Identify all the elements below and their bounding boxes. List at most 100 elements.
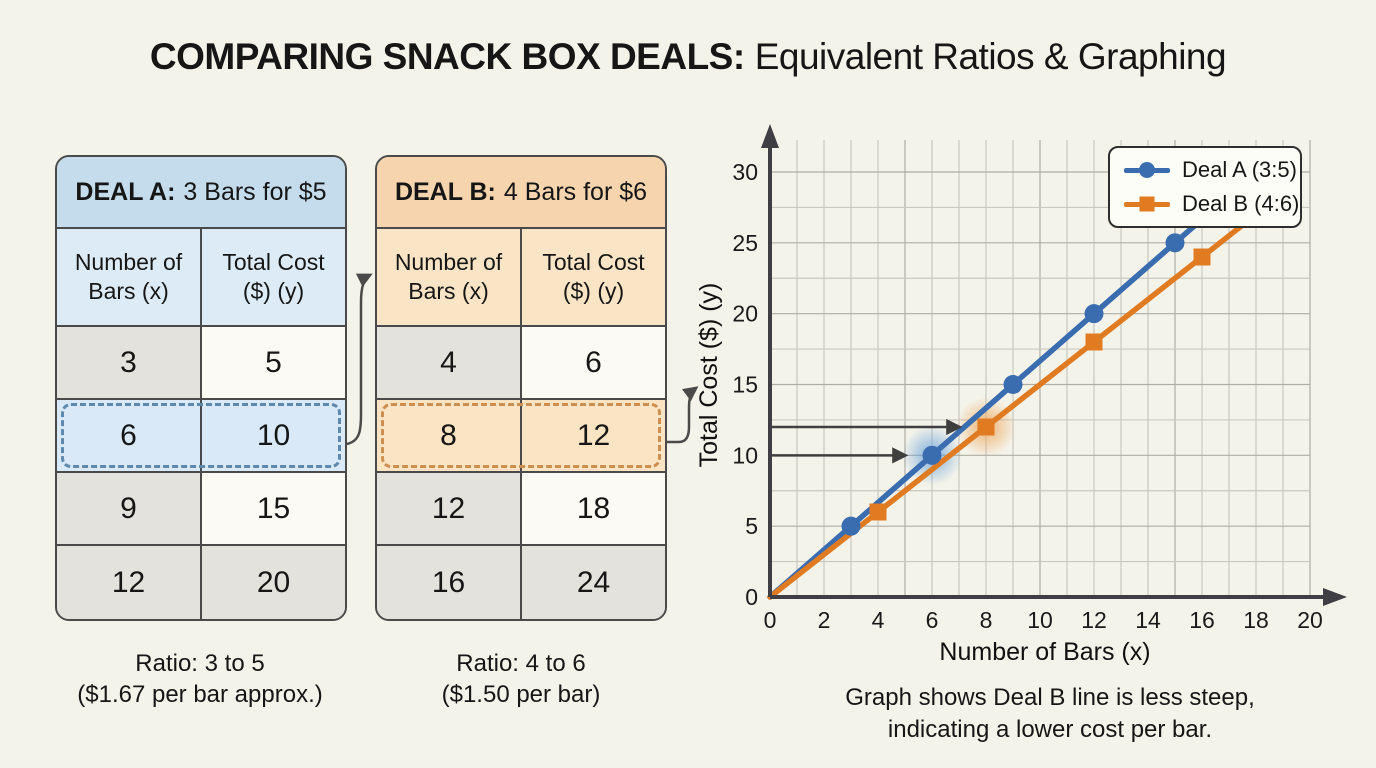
table-row: 12 18 [377, 473, 665, 546]
deal-a-table: DEAL A: 3 Bars for $5 Number of Bars (x) … [55, 155, 347, 621]
y-tick-label: 15 [732, 372, 758, 398]
x-tick-label: 14 [1135, 607, 1161, 633]
deal-b-ratio-caption: Ratio: 4 to 6 ($1.50 per bar) [375, 648, 667, 710]
data-point-markers [841, 233, 1211, 536]
square-marker-icon [1139, 196, 1155, 212]
table-row: 12 20 [57, 546, 345, 619]
data-point-circle [1084, 304, 1104, 324]
ratio-graph: 0 2 4 6 8 10 12 14 16 18 20 0 5 10 15 20 25 30 Number of … [695, 124, 1347, 666]
deal-b-line-swatch [1124, 196, 1170, 212]
deal-a-label: DEAL A: [75, 177, 176, 206]
deal-a-col-bars-header: Number of Bars (x) [57, 229, 202, 325]
cell-cost-value: 6 [522, 327, 665, 398]
deal-a-line-swatch [1124, 162, 1170, 178]
series-line [767, 207, 1216, 600]
y-tick-label: 20 [732, 301, 758, 327]
annotation-arrows [770, 418, 963, 464]
deal-a-ratio-line: Ratio: 3 to 5 [135, 650, 265, 677]
cell-cost-value: 20 [202, 546, 345, 619]
page-title: COMPARING SNACK BOX DEALS: Equivalent Rat… [0, 36, 1376, 78]
tick-labels: 0 2 4 6 8 10 12 14 16 18 20 0 5 10 15 20 25 30 [732, 159, 1322, 633]
axes [761, 124, 1347, 606]
x-tick-label: 16 [1189, 607, 1215, 633]
x-axis-arrow-icon [1323, 588, 1347, 606]
deal-a-offer: 3 Bars for $5 [183, 177, 327, 206]
table-row: 3 5 [57, 327, 345, 400]
cell-bars-value: 12 [57, 546, 202, 619]
deal-b-table-title: DEAL B: 4 Bars for $6 [377, 157, 665, 229]
x-tick-label: 0 [764, 607, 777, 633]
data-point-square [977, 418, 995, 436]
y-tick-label: 0 [745, 584, 758, 610]
grid-lines [770, 140, 1311, 597]
y-tick-label: 30 [732, 159, 758, 185]
axis-labels: Number of Bars (x) Total Cost ($) (y) [695, 283, 1151, 666]
data-point-square [869, 503, 887, 521]
cell-cost-value: 12 [522, 400, 665, 471]
table-row-highlighted: 8 12 [377, 400, 665, 473]
cell-bars-value: 9 [57, 473, 202, 544]
y-tick-label: 25 [732, 230, 758, 256]
cell-bars-value: 3 [57, 327, 202, 398]
chart-legend: Deal A (3:5) Deal B (4:6) [1108, 146, 1302, 228]
deal-a-table-title: DEAL A: 3 Bars for $5 [57, 157, 345, 229]
y-axis-label: Total Cost ($) (y) [695, 283, 723, 468]
legend-item-deal-b: Deal B (4:6) [1124, 191, 1299, 217]
x-tick-label: 2 [818, 607, 831, 633]
cell-cost-value: 15 [202, 473, 345, 544]
graph-note: Graph shows Deal B line is less steep, i… [760, 682, 1340, 746]
x-tick-label: 6 [926, 607, 939, 633]
table-row: 16 24 [377, 546, 665, 619]
deal-a-unit-rate-line: ($1.67 per bar approx.) [77, 681, 323, 708]
y-tick-label: 10 [732, 442, 758, 468]
x-tick-label: 8 [980, 607, 993, 633]
page-title-bold: COMPARING SNACK BOX DEALS: [149, 36, 745, 77]
cell-cost-value: 5 [202, 327, 345, 398]
deal-b-col-cost-header: Total Cost ($) (y) [542, 249, 645, 304]
legend-label: Deal A (3:5) [1182, 157, 1297, 182]
series-line [767, 207, 1265, 600]
x-tick-label: 20 [1297, 607, 1323, 633]
deal-a-ratio-caption: Ratio: 3 to 5 ($1.67 per bar approx.) [22, 648, 378, 710]
data-series [767, 207, 1265, 600]
data-point-circle [841, 516, 861, 536]
arrow-deal-a-to-deal-b [346, 273, 373, 446]
deal-b-col-bars-header: Number of Bars (x) [377, 229, 522, 325]
x-tick-label: 10 [1027, 607, 1053, 633]
data-point-square [1193, 248, 1211, 266]
data-point-square [1085, 333, 1103, 351]
y-tick-label: 5 [745, 513, 758, 539]
deal-b-offer: 4 Bars for $6 [503, 177, 648, 206]
cell-cost-value: 24 [522, 546, 665, 619]
cell-bars-value: 12 [377, 473, 522, 544]
y-axis-arrow-icon [761, 124, 779, 148]
deal-b-table: DEAL B: 4 Bars for $6 Number of Bars (x) … [375, 155, 667, 621]
data-point-circle [1165, 233, 1185, 253]
cell-cost-value: 18 [522, 473, 665, 544]
deal-b-unit-rate-line: ($1.50 per bar) [441, 681, 601, 708]
table-row: 9 15 [57, 473, 345, 546]
graph-note-line2: indicating a lower cost per bar. [887, 716, 1213, 743]
deal-b-column-headers: Number of Bars (x) Total Cost ($) (y) [377, 229, 665, 327]
x-tick-label: 12 [1081, 607, 1107, 633]
table-row: 4 6 [377, 327, 665, 400]
x-tick-label: 18 [1243, 607, 1269, 633]
cell-cost-value: 10 [202, 400, 345, 471]
cell-bars-value: 8 [377, 400, 522, 471]
cell-bars-value: 4 [377, 327, 522, 398]
table-row-highlighted: 6 10 [57, 400, 345, 473]
data-point-circle [1003, 375, 1023, 394]
graph-note-line1: Graph shows Deal B line is less steep, [845, 684, 1255, 711]
cell-bars-value: 6 [57, 400, 202, 471]
deal-b-ratio-line: Ratio: 4 to 6 [456, 650, 586, 677]
x-tick-label: 4 [872, 607, 885, 633]
deal-b-label: DEAL B: [394, 177, 496, 206]
cell-bars-value: 16 [377, 546, 522, 619]
x-axis-label: Number of Bars (x) [939, 638, 1150, 666]
page-title-rest: Equivalent Ratios & Graphing [754, 36, 1227, 77]
deal-a-column-headers: Number of Bars (x) Total Cost ($) (y) [57, 229, 345, 327]
legend-label: Deal B (4:6) [1182, 191, 1300, 216]
deal-a-col-cost-header: Total Cost ($) (y) [222, 249, 325, 304]
data-point-circle [922, 445, 942, 465]
